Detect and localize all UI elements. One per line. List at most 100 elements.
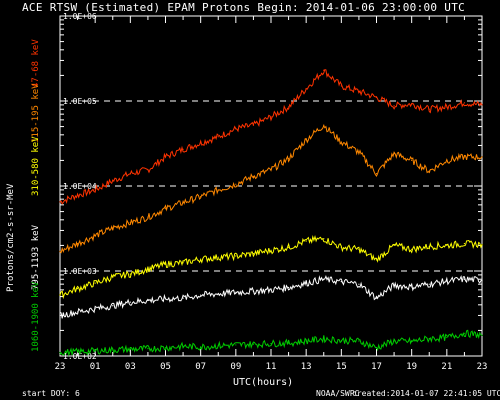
- series-0-point: [200, 142, 202, 144]
- series-4-point: [323, 338, 325, 340]
- start-doy-text: start DOY: 6: [22, 389, 80, 398]
- series-1-point: [182, 201, 184, 204]
- series-0-point: [270, 116, 272, 118]
- series-0-point: [129, 172, 131, 175]
- x-tick-label-7: 13: [301, 362, 312, 372]
- x-tick-label-9: 17: [371, 362, 382, 372]
- series-4-point: [200, 346, 202, 348]
- series-0-point: [164, 156, 167, 158]
- series-1-point: [305, 139, 307, 141]
- series-1-point: [164, 208, 167, 210]
- series-3-point: [411, 286, 413, 288]
- series-line-0: [59, 69, 483, 205]
- series-3-point: [393, 284, 395, 286]
- series-3-point: [287, 286, 290, 289]
- series-0-point: [305, 87, 307, 90]
- series-4-point: [94, 350, 96, 352]
- series-3-point: [270, 289, 272, 291]
- series-2-point: [112, 276, 114, 278]
- series-2-point: [446, 244, 448, 247]
- series-3-point: [463, 278, 466, 280]
- series-2-point: [428, 245, 430, 247]
- series-1-point: [446, 159, 448, 162]
- y-tick-label-2: 1.0E+04: [63, 182, 97, 191]
- series-1-point: [217, 189, 219, 191]
- series-2-point: [305, 240, 307, 242]
- series-2-point: [164, 263, 167, 265]
- series-4-point: [129, 348, 131, 350]
- series-1-point: [270, 169, 272, 171]
- series-2-point: [147, 268, 149, 270]
- series-2-point: [463, 243, 466, 245]
- x-tick-label-8: 15: [336, 362, 347, 372]
- series-0-point: [323, 69, 325, 71]
- series-4-point: [182, 345, 184, 347]
- series-1-point: [76, 243, 79, 245]
- y-tick-label-1: 1.0E+03: [63, 267, 97, 276]
- series-2-point: [287, 246, 290, 248]
- x-tick-label-4: 07: [195, 362, 206, 372]
- series-0-point: [358, 90, 360, 92]
- series-3-point: [217, 293, 219, 295]
- chart-title: ACE RTSW (Estimated) EPAM Protons Begin:…: [22, 1, 466, 14]
- series-2-point: [129, 273, 131, 275]
- series-3-point: [235, 291, 237, 294]
- series-3-point: [147, 299, 149, 302]
- series-line-2: [59, 234, 483, 300]
- series-3-point: [428, 283, 430, 285]
- series-3-point: [375, 297, 378, 299]
- series-3-point: [305, 282, 307, 284]
- series-1-point: [287, 158, 290, 160]
- series-3-point: [323, 278, 325, 280]
- series-1-point: [393, 153, 395, 155]
- series-2-point: [340, 246, 342, 248]
- x-tick-label-10: 19: [406, 362, 417, 372]
- series-4-point: [428, 338, 430, 340]
- x-tick-label-11: 21: [441, 362, 452, 372]
- series-0-point: [446, 106, 448, 108]
- series-2-point: [393, 244, 395, 247]
- x-tick-label-2: 03: [125, 362, 136, 372]
- series-3-point: [200, 294, 202, 296]
- series-line-3: [59, 274, 483, 319]
- series-4-point: [375, 347, 378, 349]
- series-0-point: [411, 103, 413, 105]
- series-0-point: [235, 128, 237, 130]
- series-line-4: [59, 329, 483, 357]
- series-4-point: [59, 351, 61, 354]
- series-0-point: [252, 124, 255, 126]
- x-tick-label-0: 23: [55, 362, 66, 372]
- series-2-point: [200, 258, 202, 260]
- series-1-point: [411, 159, 413, 162]
- x-tick-label-3: 05: [160, 362, 171, 372]
- series-1-point: [59, 250, 61, 253]
- series-1-point: [94, 235, 96, 237]
- series-1-point: [463, 156, 466, 158]
- series-4-point: [235, 344, 237, 346]
- series-3-point: [129, 301, 131, 303]
- series-1-point: [235, 183, 237, 185]
- series-1-point: [147, 216, 149, 218]
- series-4-point: [305, 340, 307, 342]
- x-axis-label: UTC(hours): [233, 377, 294, 388]
- series-4-point: [252, 343, 255, 345]
- x-tick-label-12: 23: [477, 362, 488, 372]
- x-tick-label-5: 09: [230, 362, 241, 372]
- series-2-point: [182, 262, 184, 264]
- series-line-1: [59, 124, 483, 254]
- series-4-point: [76, 351, 79, 353]
- series-0-point: [217, 136, 219, 138]
- series-2-point: [235, 255, 237, 257]
- series-4-point: [112, 349, 114, 351]
- series-3-point: [94, 308, 96, 310]
- series-4-point: [270, 342, 272, 345]
- series-4-point: [393, 340, 395, 342]
- series-4-point: [481, 334, 483, 336]
- series-3-point: [182, 297, 184, 299]
- series-0-point: [428, 108, 430, 110]
- series-4-point: [446, 336, 448, 339]
- series-2-point: [270, 249, 272, 251]
- series-4-point: [217, 345, 219, 347]
- x-tick-label-6: 11: [266, 362, 277, 372]
